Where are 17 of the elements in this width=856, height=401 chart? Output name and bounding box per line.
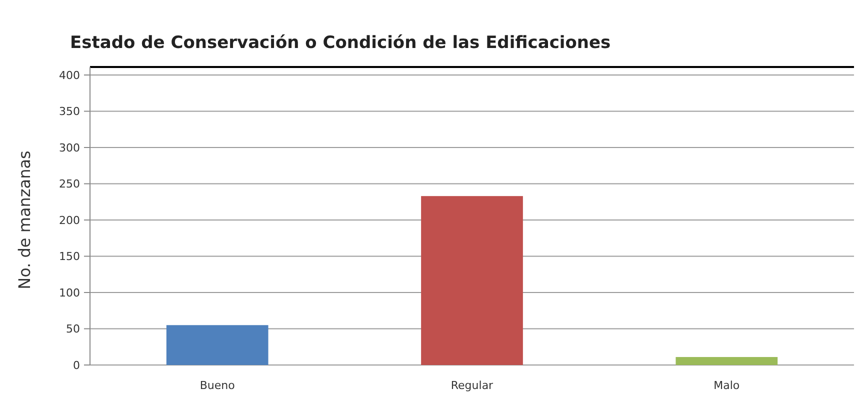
y-tick-label: 50 [66,322,80,336]
y-tick-label: 100 [59,286,80,300]
y-axis-title: No. de manzanas [15,150,34,290]
chart-title: Estado de Conservación o Condición de las Edificaciones [70,33,611,53]
y-tick-label: 300 [59,141,80,154]
y-tick-label: 250 [59,178,80,191]
bar [166,325,268,365]
y-tick-label: 400 [59,68,80,82]
bar [676,357,778,365]
x-tick-label: Bueno [200,379,236,392]
y-tick-label: 150 [59,250,80,264]
x-tick-label: Malo [714,379,740,392]
bar [421,196,523,365]
x-tick-label: Regular [450,379,494,392]
y-tick-label: 200 [59,214,80,227]
y-tick-label: 350 [59,105,80,118]
y-tick-label: 0 [73,358,80,372]
